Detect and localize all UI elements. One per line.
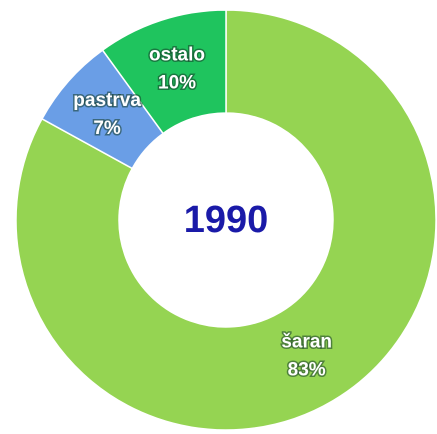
value-label: 10% bbox=[158, 72, 196, 93]
value-label: 7% bbox=[93, 118, 121, 139]
value-label: 83% bbox=[288, 359, 326, 380]
slice bbox=[101, 9, 227, 135]
slice-label: ostalo bbox=[149, 44, 205, 65]
slice-label: šaran bbox=[281, 331, 332, 352]
slice bbox=[15, 9, 437, 431]
chart-title: 1990 bbox=[184, 199, 269, 241]
slice-label: pastrva bbox=[73, 90, 141, 111]
